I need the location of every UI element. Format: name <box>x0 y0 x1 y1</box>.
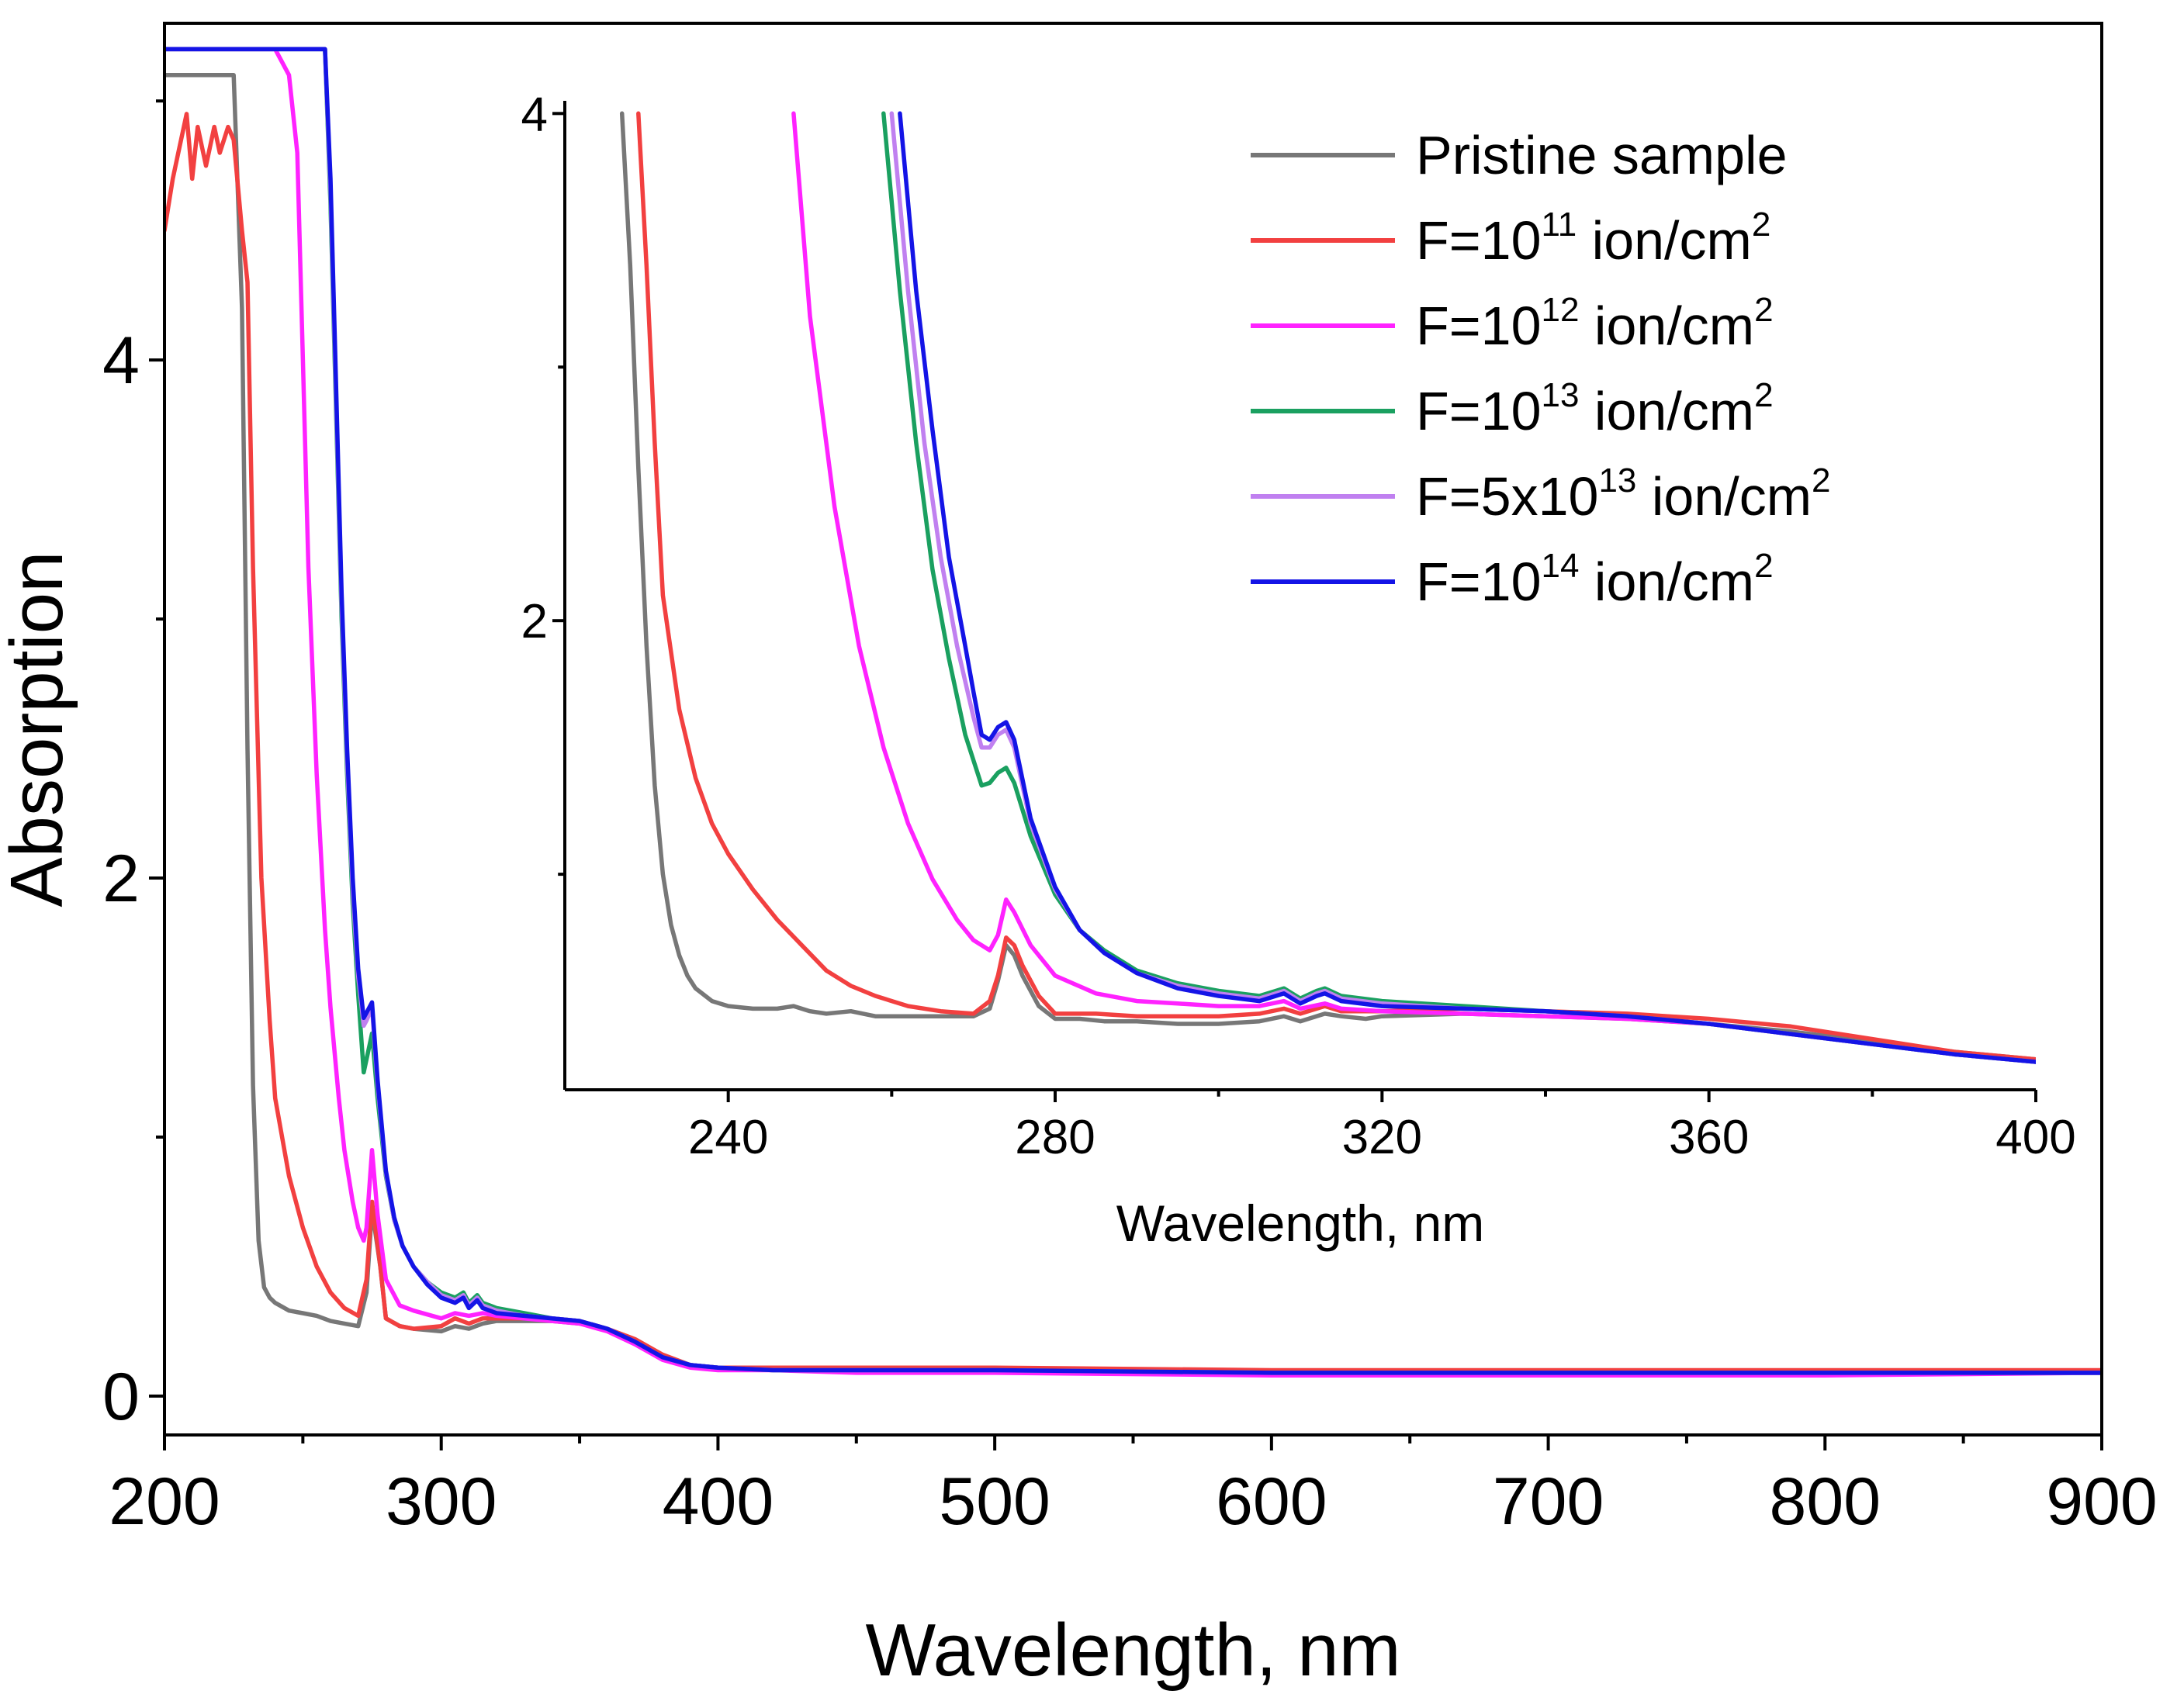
main-y-tick-label: 2 <box>102 842 140 916</box>
inset-series-group <box>619 111 2036 1064</box>
legend-label-unit: ion/cm <box>1579 551 1754 612</box>
legend-label-1: F=1011 ion/cm2 <box>1416 206 1770 271</box>
legend-label-unit-exponent: 2 <box>1752 206 1770 244</box>
legend-label-4: F=5x1013 ion/cm2 <box>1416 462 1831 527</box>
legend-label-exponent: 13 <box>1598 462 1636 500</box>
legend-label-base: F=10 <box>1416 551 1542 612</box>
legend-label-unit: ion/cm <box>1636 466 1812 527</box>
legend-label-base: F=5x10 <box>1416 466 1598 527</box>
legend-label-2: F=1012 ion/cm2 <box>1416 291 1774 356</box>
inset-y-tick-label: 4 <box>521 88 548 141</box>
inset-series-line-2 <box>791 111 2036 1064</box>
inset-x-tick-label: 280 <box>1015 1111 1095 1164</box>
main-x-tick-label: 900 <box>2046 1464 2158 1539</box>
main-x-tick-label: 600 <box>1216 1464 1327 1539</box>
main-y-tick-label: 4 <box>102 323 140 398</box>
legend-label-5: F=1014 ion/cm2 <box>1416 547 1774 612</box>
legend-label-unit: ion/cm <box>1579 381 1754 441</box>
main-series-line-5 <box>164 47 2102 1375</box>
legend-label-base: F=10 <box>1416 381 1542 441</box>
main-x-tick-label: 500 <box>939 1464 1050 1539</box>
legend-label-exponent: 14 <box>1542 547 1580 585</box>
legend-label-unit-exponent: 2 <box>1754 291 1773 329</box>
legend-label-3: F=1013 ion/cm2 <box>1416 376 1774 441</box>
inset-plot-area: 240 280 320 360 400 2 4 Wavelength, nm <box>521 88 2076 1252</box>
main-x-tick-label: 400 <box>663 1464 774 1539</box>
legend-label-exponent: 12 <box>1542 291 1580 329</box>
inset-x-axis-title: Wavelength, nm <box>1116 1195 1484 1252</box>
legend-label-exponent: 13 <box>1542 376 1580 414</box>
legend-label-0: Pristine sample <box>1416 125 1788 185</box>
legend-label-unit: ion/cm <box>1577 210 1752 271</box>
legend-label-base: F=10 <box>1416 210 1542 271</box>
main-y-tick-label: 0 <box>102 1360 140 1434</box>
main-x-axis-title: Wavelength, nm <box>865 1609 1400 1692</box>
main-y-axis-title: Absorption <box>0 551 78 908</box>
inset-series-line-5 <box>898 111 2036 1064</box>
legend-label-base: F=10 <box>1416 296 1542 356</box>
main-series-group <box>164 47 2102 1378</box>
main-plot-area: 200 300 400 500 600 700 800 900 0 2 4 Wavelength, n… <box>0 22 2158 1692</box>
legend-label-unit: ion/cm <box>1579 296 1754 356</box>
inset-x-tick-label: 400 <box>1995 1111 2075 1164</box>
main-x-tick-label: 300 <box>386 1464 497 1539</box>
inset-x-tick-label: 320 <box>1342 1111 1422 1164</box>
inset-background <box>565 101 2036 1090</box>
legend-label-exponent: 11 <box>1542 206 1577 244</box>
main-x-tick-label: 200 <box>109 1464 220 1539</box>
legend-label-unit-exponent: 2 <box>1812 462 1830 500</box>
inset-x-tick-label: 360 <box>1669 1111 1749 1164</box>
legend-label-unit-exponent: 2 <box>1754 547 1773 585</box>
main-x-tick-label: 800 <box>1770 1464 1881 1539</box>
inset-y-tick-label: 2 <box>521 595 548 648</box>
inset-x-tick-label: 240 <box>688 1111 768 1164</box>
legend-label-unit-exponent: 2 <box>1754 376 1773 414</box>
main-x-tick-label: 700 <box>1493 1464 1604 1539</box>
